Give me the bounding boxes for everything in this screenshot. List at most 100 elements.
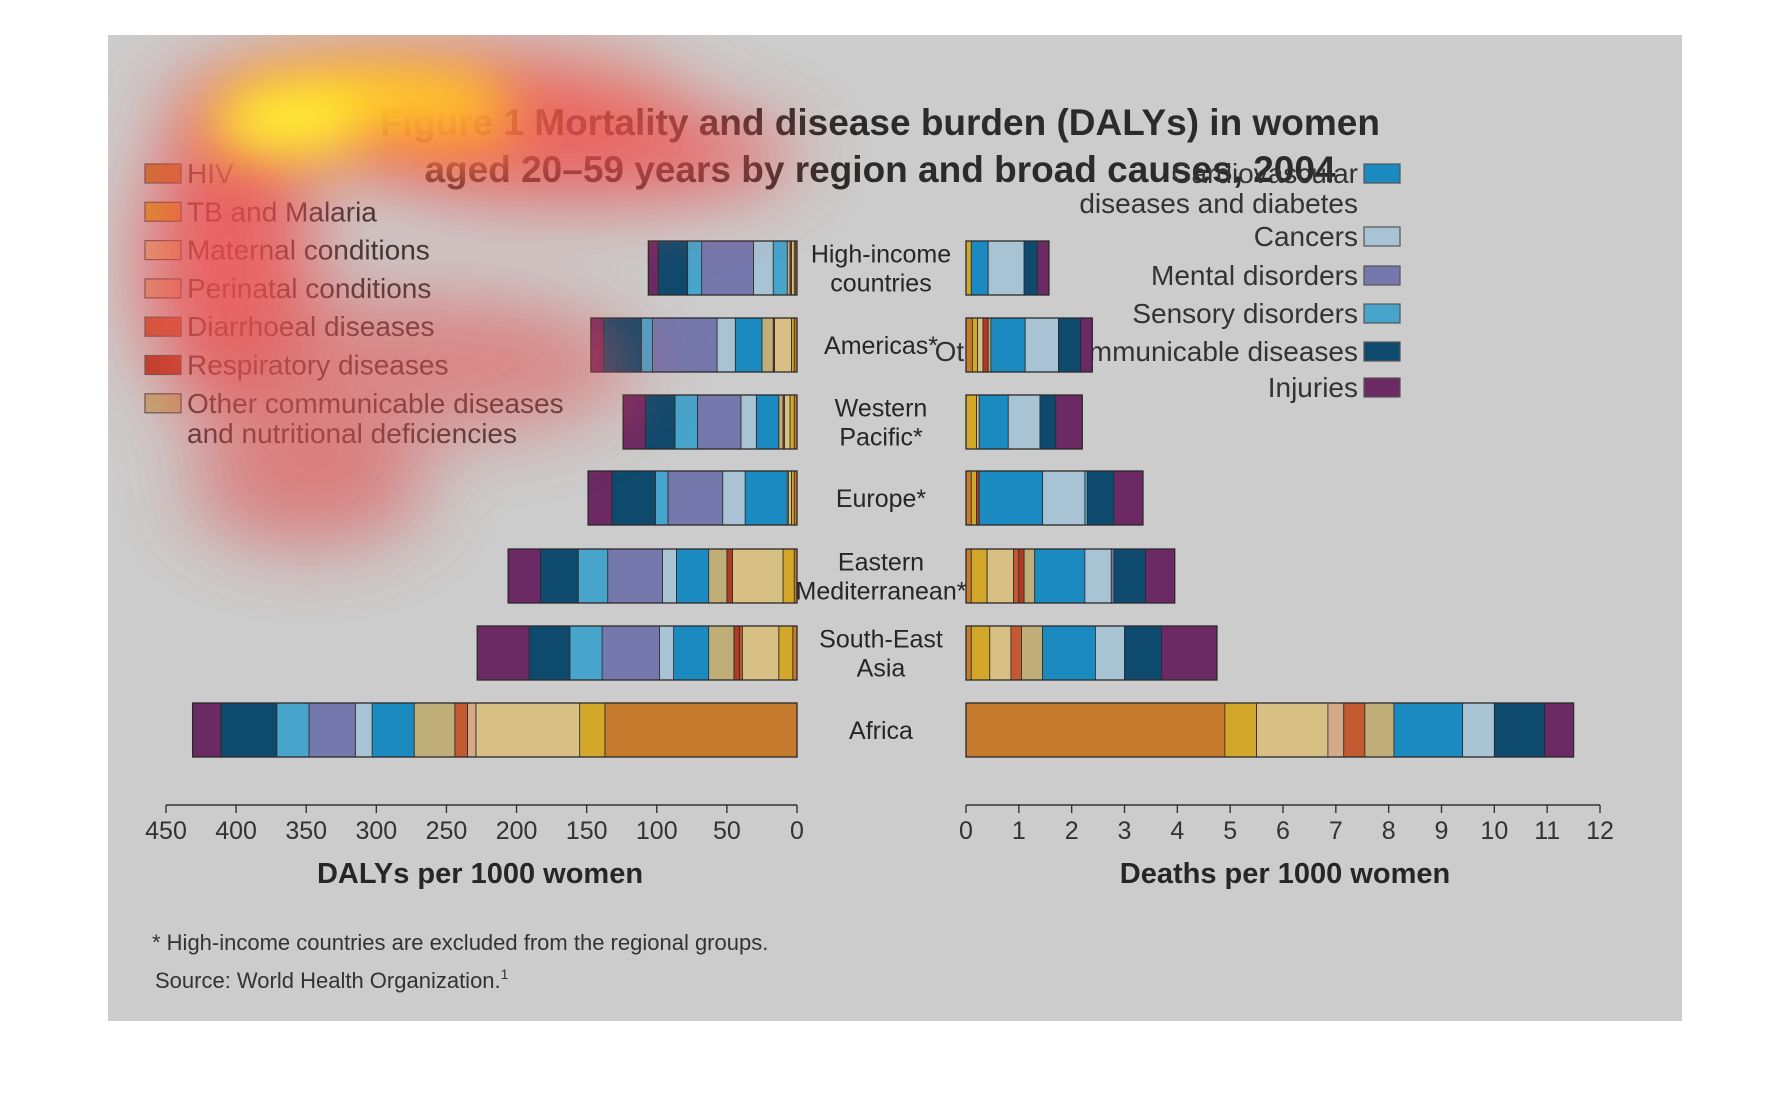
legend-swatch bbox=[1363, 265, 1401, 286]
footnote: * High-income countries are excluded fro… bbox=[152, 930, 768, 955]
bar-segment bbox=[744, 470, 788, 526]
bar-segment bbox=[1013, 548, 1020, 604]
bar-segment bbox=[965, 625, 972, 681]
bar-segment bbox=[673, 625, 710, 681]
bar-segment bbox=[1364, 702, 1395, 758]
bar-segment bbox=[413, 702, 456, 758]
category-label: Europe* bbox=[836, 485, 927, 513]
bar-segment bbox=[790, 470, 795, 526]
bar-segment bbox=[965, 240, 972, 296]
bar-segment bbox=[753, 240, 774, 296]
bar-segment bbox=[708, 625, 735, 681]
legend-label: Cancers bbox=[1254, 221, 1358, 252]
x-tick-label: 50 bbox=[713, 817, 741, 845]
bar-segment bbox=[645, 394, 676, 450]
bar-segment bbox=[965, 394, 977, 450]
bar-segment bbox=[587, 470, 613, 526]
bar-segment bbox=[1493, 702, 1545, 758]
legend-label: Cardiovascular bbox=[1171, 158, 1358, 189]
bar-segment bbox=[789, 394, 795, 450]
bar-segment bbox=[977, 317, 984, 373]
bar-outline bbox=[965, 394, 1083, 450]
x-tick-label: 250 bbox=[426, 817, 468, 845]
bar-segment bbox=[192, 702, 222, 758]
bar-segment bbox=[659, 625, 675, 681]
legend-swatch bbox=[144, 163, 182, 184]
x-tick-label: 300 bbox=[355, 817, 397, 845]
bar-segment bbox=[654, 470, 669, 526]
bar-segment bbox=[507, 548, 541, 604]
source-text: Source: World Health Organization. bbox=[155, 968, 501, 993]
category-label: Asia bbox=[857, 655, 906, 683]
bar-segment bbox=[1113, 548, 1147, 604]
bar-segment bbox=[990, 317, 1026, 373]
bar-segment bbox=[971, 317, 979, 373]
bar-segment bbox=[1055, 394, 1083, 450]
bar-segment bbox=[308, 702, 356, 758]
category-label: Americas* bbox=[824, 332, 938, 360]
bar-segment bbox=[732, 548, 784, 604]
bar-outline bbox=[965, 548, 1176, 604]
bar-segment bbox=[1161, 625, 1218, 681]
bar-segment bbox=[1010, 625, 1022, 681]
legend-swatch bbox=[1363, 226, 1401, 247]
bar-segment bbox=[761, 317, 774, 373]
bar-segment bbox=[539, 548, 579, 604]
bar-outline bbox=[507, 548, 798, 604]
bar-segment bbox=[657, 240, 689, 296]
bar-segment bbox=[676, 548, 710, 604]
bar-segment bbox=[965, 470, 972, 526]
bar-segment bbox=[778, 625, 794, 681]
x-tick-label: 400 bbox=[215, 817, 257, 845]
bar-segment bbox=[667, 470, 724, 526]
bar-segment bbox=[1084, 548, 1112, 604]
legend-swatch bbox=[144, 201, 182, 222]
bar-segment bbox=[1080, 317, 1093, 373]
bar-segment bbox=[697, 394, 742, 450]
x-axis-title-right: Deaths per 1000 women bbox=[1120, 858, 1450, 890]
x-tick-label: 5 bbox=[1223, 817, 1237, 845]
bar-outline bbox=[965, 702, 1575, 758]
category-label: countries bbox=[830, 270, 931, 298]
x-tick-label: 100 bbox=[636, 817, 678, 845]
bar-segment bbox=[740, 394, 757, 450]
legend-swatch bbox=[144, 240, 182, 261]
x-tick-label: 4 bbox=[1170, 817, 1184, 845]
bar-segment bbox=[1145, 548, 1176, 604]
legend-label: diseases and diabetes bbox=[1079, 188, 1358, 219]
x-tick-label: 3 bbox=[1118, 817, 1132, 845]
bar-segment bbox=[1042, 625, 1096, 681]
bar-segment bbox=[590, 317, 604, 373]
bar-segment bbox=[1023, 240, 1038, 296]
x-tick-label: 1 bbox=[1012, 817, 1026, 845]
bar-segment bbox=[647, 240, 659, 296]
bar-segment bbox=[1021, 625, 1044, 681]
x-tick-label: 0 bbox=[959, 817, 973, 845]
bar-segment bbox=[528, 625, 571, 681]
bar-segment bbox=[1256, 702, 1329, 758]
bar-segment bbox=[739, 625, 743, 681]
legend-swatch bbox=[1363, 303, 1401, 324]
legend-label: Mental disorders bbox=[1151, 260, 1358, 291]
bar-segment bbox=[1343, 702, 1366, 758]
legend-left: HIV TB and Malaria Maternal conditions Peri… bbox=[144, 158, 564, 449]
category-label: South-East bbox=[819, 626, 943, 654]
bar-segment bbox=[1124, 625, 1162, 681]
bar-segment bbox=[970, 548, 988, 604]
legend-label: Sensory disorders bbox=[1132, 298, 1358, 329]
bar-segment bbox=[569, 625, 603, 681]
legend-label: Injuries bbox=[1268, 372, 1358, 403]
bar-segment bbox=[782, 548, 795, 604]
bar-segment bbox=[986, 548, 1014, 604]
x-tick-label: 350 bbox=[285, 817, 327, 845]
figure-panel: Figure 1 Mortality and disease burden (D… bbox=[108, 35, 1682, 1021]
bar-segment bbox=[1462, 702, 1495, 758]
chart-title-line1: Figure 1 Mortality and disease burden (D… bbox=[380, 102, 1380, 143]
bar-segment bbox=[1018, 548, 1025, 604]
bar-segment bbox=[734, 317, 763, 373]
bar-segment bbox=[276, 702, 310, 758]
bar-segment bbox=[987, 240, 1025, 296]
x-tick-label: 7 bbox=[1329, 817, 1343, 845]
category-label: Eastern bbox=[838, 549, 924, 577]
legend-swatch bbox=[1363, 341, 1401, 362]
